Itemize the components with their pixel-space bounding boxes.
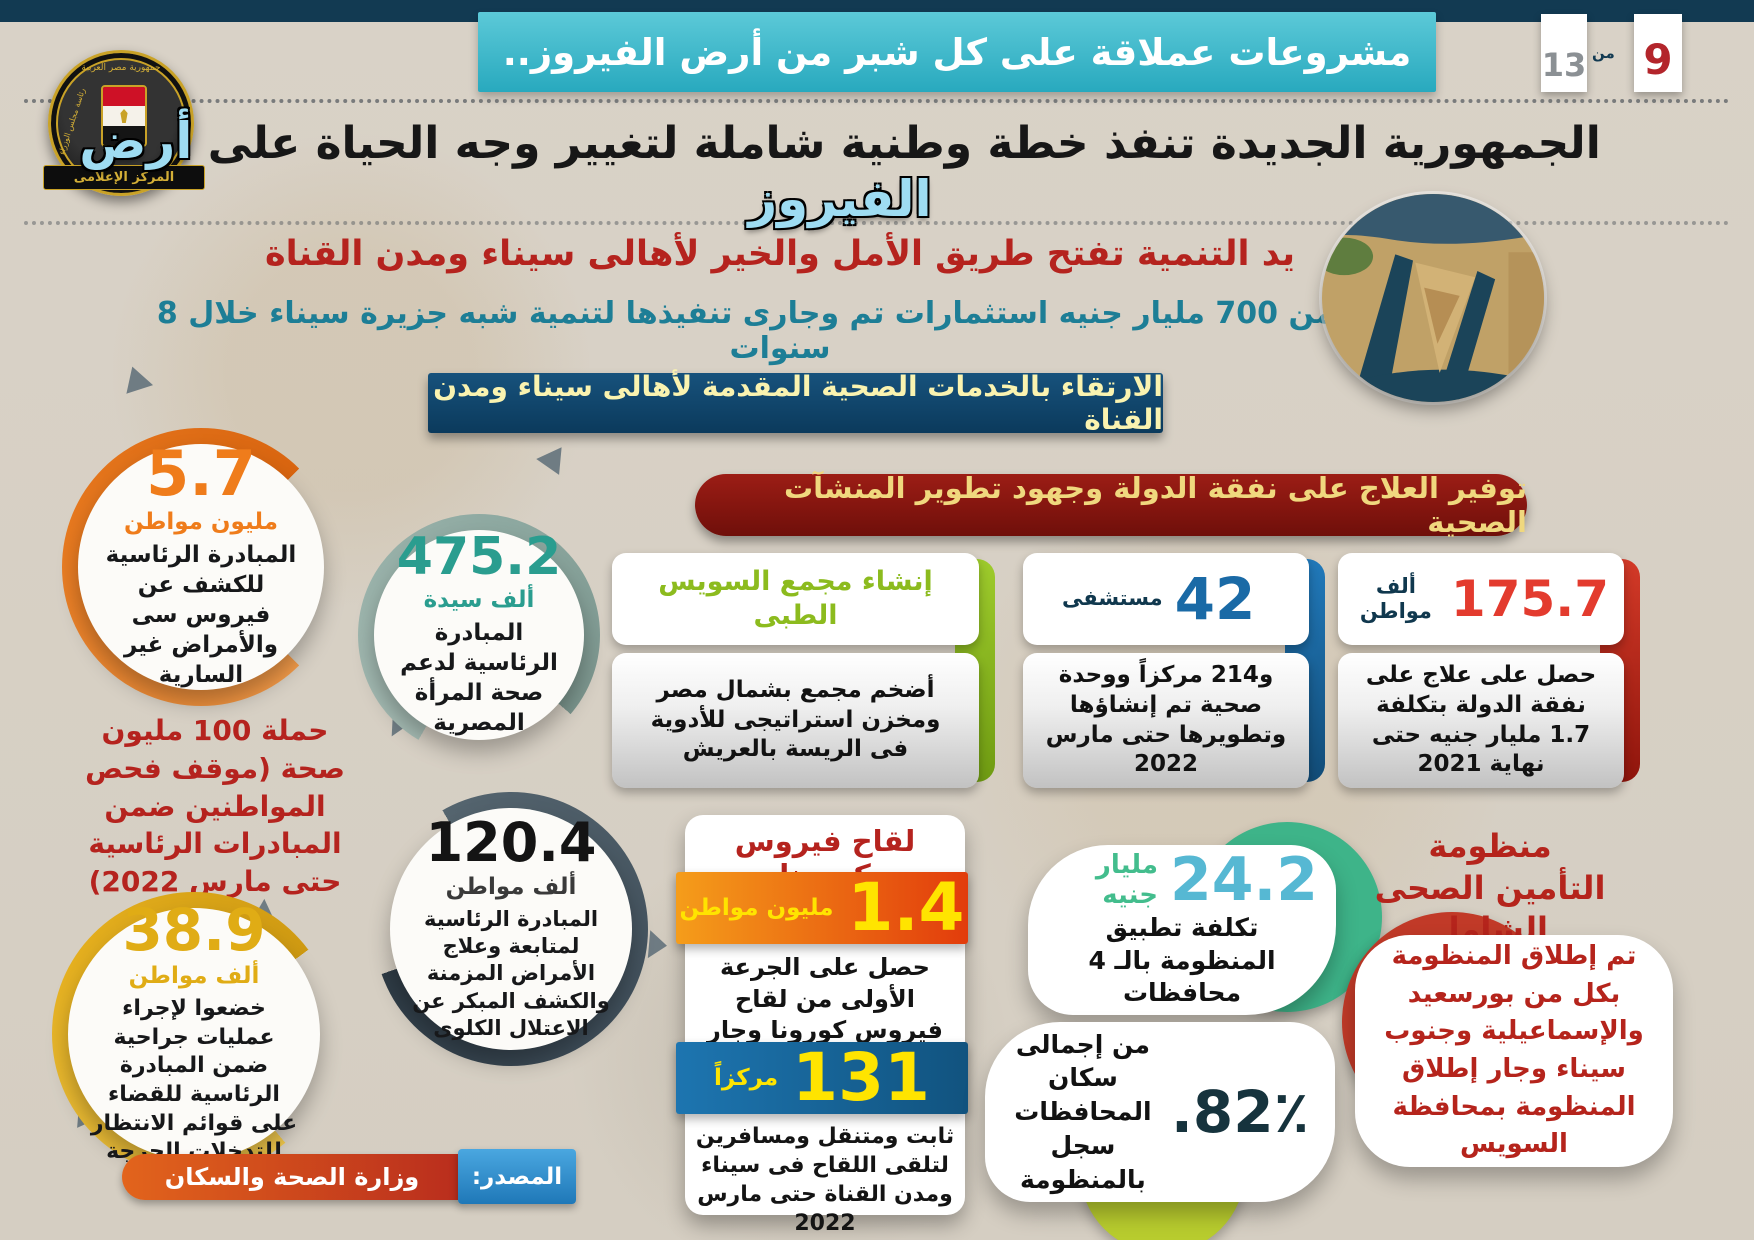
corona-dose-unit: مليون مواطن bbox=[679, 895, 834, 921]
corona-centers-bar: 131 مركزاً bbox=[676, 1042, 968, 1114]
insurance-cost-unit: مليار جنيه bbox=[1095, 850, 1158, 911]
corona-centers-unit: مركزاً bbox=[714, 1065, 779, 1091]
insurance-cost-value: 24.2 bbox=[1169, 845, 1318, 916]
card-title: إنشاء مجمع السويس الطبى bbox=[658, 566, 933, 631]
card-hospitals: 42 مستشفى و214 مركزاً ووحدة صحية تم إنشا… bbox=[1023, 553, 1325, 788]
stat-circle-hepatitis-screening: 5.7 مليون مواطن المبادرة الرئاسية للكشف … bbox=[62, 428, 340, 706]
hundred-million-health-note: حملة 100 مليون صحة (موقف فحص المواطنين ض… bbox=[85, 714, 345, 899]
stat-value: 5.7 bbox=[146, 437, 256, 511]
stat-value: 475.2 bbox=[396, 527, 562, 588]
eagle-icon bbox=[120, 108, 128, 123]
stat-unit: ألف مواطن bbox=[445, 873, 577, 900]
top-banner: مشروعات عملاقة على كل شبر من أرض الفيروز… bbox=[478, 12, 1436, 92]
stat-circle-chronic-disease: 120.4 ألف مواطن المبادرة الرئاسية لمتابع… bbox=[374, 792, 648, 1066]
source-label: المصدر: bbox=[458, 1149, 576, 1204]
insurance-coverage-value: 82٪. bbox=[1170, 1078, 1309, 1146]
card-state-funded-treatment: 175.7 ألف مواطن حصل على علاج على نفقة ال… bbox=[1338, 553, 1640, 788]
stat-circle-womens-health: 475.2 ألف سيدة المبادرة الرئاسية لدعم صح… bbox=[358, 514, 600, 756]
triangle-deco bbox=[536, 447, 572, 481]
stat-value: 120.4 bbox=[425, 810, 597, 874]
page-total: 13 bbox=[1541, 46, 1587, 84]
triangle-deco bbox=[647, 930, 669, 960]
stat-unit: مليون مواطن bbox=[124, 509, 278, 536]
insurance-title: منظومة التأمين الصحى الشامل bbox=[1374, 827, 1606, 949]
page-title-highlight: أرض الفيروز bbox=[79, 112, 932, 228]
health-section-text: الارتقاء بالخدمات الصحية المقدمة لأهالى … bbox=[433, 370, 1163, 436]
sinai-map bbox=[1322, 194, 1544, 402]
stat-unit: ألف سيدة bbox=[423, 587, 535, 614]
source-value-bar: وزارة الصحة والسكان bbox=[122, 1154, 462, 1200]
treatment-section-text: توفير العلاج على نفقة الدولة وجهود تطوير… bbox=[783, 471, 1527, 539]
card-body: و214 مركزاً ووحدة صحية تم إنشاؤها وتطوير… bbox=[1023, 653, 1309, 788]
card-unit: ألف مواطن bbox=[1359, 573, 1432, 623]
insurance-coverage-body: من إجمالى سكان المحافظات سجل بالمنظومة bbox=[1014, 1029, 1152, 1194]
card-value: 175.7 bbox=[1450, 570, 1610, 628]
insurance-coverage-blob: 82٪. من إجمالى سكان المحافظات سجل بالمنظ… bbox=[985, 1022, 1335, 1202]
page-title-main: الجمهورية الجديدة تنفذ خطة وطنية شاملة ل… bbox=[207, 118, 1601, 169]
page-total-card: 13 bbox=[1541, 14, 1587, 92]
treatment-section-banner: توفير العلاج على نفقة الدولة وجهود تطوير… bbox=[695, 471, 1527, 539]
logo-country-text: جمهورية مصر العربية bbox=[81, 63, 161, 73]
egypt-flag-emblem bbox=[101, 85, 147, 147]
stat-circle-surgery-waitlists: 38.9 ألف مواطن خضعوا لإجراء عمليات جراحي… bbox=[52, 892, 336, 1176]
corona-centers-value: 131 bbox=[792, 1039, 930, 1116]
card-body: حصل على علاج على نفقة الدولة بتكلفة 1.7 … bbox=[1338, 653, 1624, 788]
corona-dose-value: 1.4 bbox=[847, 869, 965, 946]
page-current-card: 9 bbox=[1634, 14, 1682, 92]
page-title: الجمهورية الجديدة تنفذ خطة وطنية شاملة ل… bbox=[60, 112, 1620, 228]
government-media-center-logo: جمهورية مصر العربية رئاسة مجلس الوزراء ا… bbox=[43, 50, 205, 196]
page-current: 9 bbox=[1643, 35, 1673, 84]
insurance-cost-body: تكلفة تطبيق المنظومة بالـ 4 محافظات bbox=[1088, 913, 1276, 1008]
insurance-launch-blob: تم إطلاق المنظومة بكل من بورسعيد والإسما… bbox=[1355, 935, 1673, 1167]
sinai-map-art bbox=[1322, 194, 1544, 402]
subtitle-investments: أكثر من 700 مليار جنيه استثمارات تم وجار… bbox=[156, 296, 1403, 366]
logo-center-ribbon: المركز الإعلامى bbox=[43, 165, 205, 190]
dotted-divider-title bbox=[24, 221, 1730, 225]
card-unit: مستشفى bbox=[1061, 586, 1163, 611]
stat-desc: المبادرة الرئاسية لدعم صحة المرأة المصري… bbox=[400, 620, 558, 736]
health-section-banner: الارتقاء بالخدمات الصحية المقدمة لأهالى … bbox=[428, 370, 1163, 436]
card-value: 42 bbox=[1174, 565, 1256, 633]
top-banner-text: مشروعات عملاقة على كل شبر من أرض الفيروز… bbox=[502, 30, 1412, 74]
corona-centers-body: ثابت ومتنقل ومسافرين لتلقى اللقاح فى سين… bbox=[695, 1124, 955, 1237]
dotted-divider-top bbox=[24, 99, 1730, 103]
stat-desc: المبادرة الرئاسية للكشف عن فيروس سى والأ… bbox=[105, 542, 297, 688]
stat-unit: ألف مواطن bbox=[128, 963, 260, 990]
page-of-label: من bbox=[1592, 44, 1615, 62]
card-suez-medical-complex: إنشاء مجمع السويس الطبى أضخم مجمع بشمال … bbox=[612, 553, 995, 788]
triangle-deco bbox=[118, 362, 154, 394]
subtitle-red: يد التنمية تفتح طريق الأمل والخير لأهالى… bbox=[264, 234, 1296, 274]
stat-desc: خضعوا لإجراء عمليات جراحية ضمن المبادرة … bbox=[90, 996, 298, 1165]
corona-dose-bar: 1.4 مليون مواطن bbox=[676, 872, 968, 944]
insurance-cost-blob: 24.2 مليار جنيه تكلفة تطبيق المنظومة بال… bbox=[1028, 845, 1336, 1015]
stat-value: 38.9 bbox=[122, 896, 266, 965]
stat-desc: المبادرة الرئاسية لمتابعة وعلاج الأمراض … bbox=[412, 906, 610, 1040]
card-body: أضخم مجمع بشمال مصر ومخزن استراتيجى للأد… bbox=[612, 653, 979, 788]
